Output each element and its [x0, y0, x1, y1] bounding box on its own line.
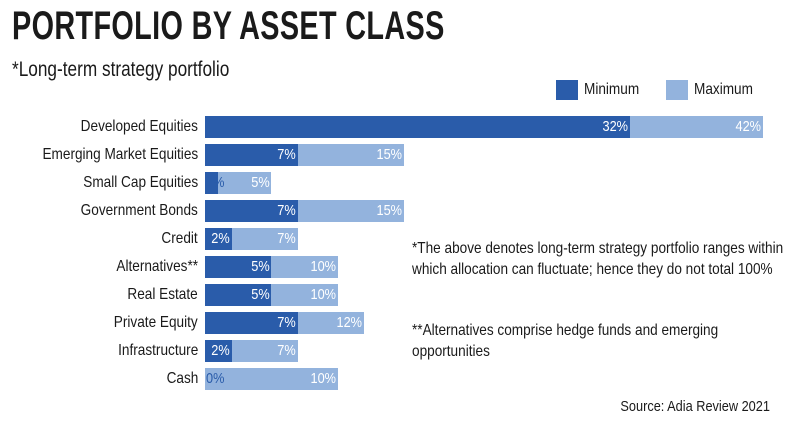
bar: [205, 172, 219, 194]
value-label: 2%: [211, 342, 230, 359]
value-label: 7%: [277, 314, 296, 331]
bar: [205, 312, 298, 334]
value-label: 15%: [376, 202, 403, 219]
legend-label: Minimum: [584, 81, 640, 98]
value-label: 10%: [310, 370, 336, 387]
value-label: 2%: [211, 230, 230, 247]
category-label: Emerging Market Equities: [42, 146, 198, 163]
bar: [205, 340, 232, 362]
value-label: 15%: [376, 146, 403, 163]
value-label: 10%: [310, 286, 336, 303]
category-label: Private Equity: [114, 314, 198, 331]
value-label: 42%: [735, 118, 761, 135]
chart-title: PORTFOLIO BY ASSET CLASS: [12, 4, 445, 48]
chart-subtitle: *Long-term strategy portfolio: [12, 58, 230, 81]
category-label: Real Estate: [127, 286, 198, 303]
category-label: Infrastructure: [117, 342, 198, 359]
value-label: 0%: [206, 370, 225, 387]
legend-swatch: [556, 80, 578, 100]
value-label: 7%: [277, 202, 296, 219]
value-label: 7%: [277, 146, 296, 163]
category-label: Developed Equities: [80, 118, 198, 135]
value-label: 7%: [277, 230, 296, 247]
category-label: Small Cap Equities: [83, 174, 198, 191]
value-label: 7%: [277, 342, 296, 359]
category-label: Credit: [161, 230, 198, 247]
value-label: 1%: [206, 174, 225, 191]
source: Source: Adia Review 2021: [620, 398, 770, 415]
legend-label: Maximum: [694, 81, 753, 98]
bar: [205, 200, 298, 222]
annotation: *The above denotes long-term strategy po…: [412, 240, 784, 278]
category-label: Government Bonds: [80, 202, 198, 219]
bar: [205, 368, 338, 390]
bar: [205, 284, 272, 306]
value-label: 5%: [251, 174, 270, 191]
value-label: 10%: [310, 258, 336, 275]
category-label: Cash: [166, 370, 198, 387]
value-label: 32%: [602, 118, 629, 135]
category-label: Alternatives**: [116, 258, 198, 275]
bar: [205, 256, 272, 278]
legend-swatch: [666, 80, 688, 100]
bar: [205, 228, 232, 250]
annotation: **Alternatives comprise hedge funds and …: [412, 322, 719, 360]
bar: [205, 144, 298, 166]
value-label: 5%: [251, 258, 270, 275]
bar: [205, 116, 631, 138]
value-label: 5%: [251, 286, 270, 303]
value-label: 12%: [336, 314, 363, 331]
bar: [205, 172, 272, 194]
